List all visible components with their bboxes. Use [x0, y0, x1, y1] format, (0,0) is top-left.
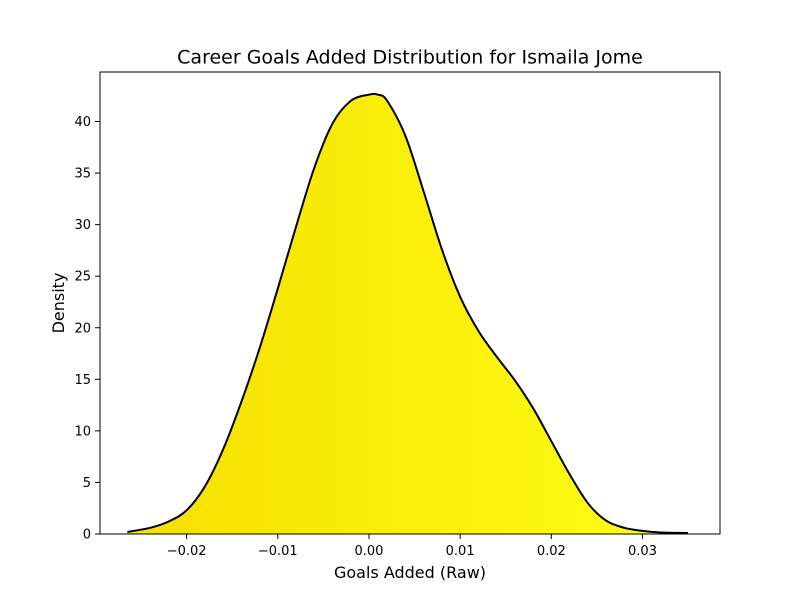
y-tick-label: 25	[74, 270, 91, 285]
y-tick-label: 20	[74, 321, 91, 336]
x-tick-label: 0.01	[446, 544, 475, 559]
x-tick-label: −0.01	[258, 544, 298, 559]
y-tick-label: 10	[74, 424, 91, 439]
y-tick-label: 35	[74, 167, 91, 182]
x-tick-label: 0.03	[628, 544, 657, 559]
y-tick-label: 40	[74, 115, 91, 130]
y-tick-label: 0	[83, 528, 91, 543]
x-axis-label: Goals Added (Raw)	[334, 563, 486, 582]
y-tick-label: 30	[74, 218, 91, 233]
density-line	[127, 92, 689, 534]
density-area	[127, 93, 689, 534]
y-tick-label: 15	[74, 373, 91, 388]
y-axis-label: Density	[49, 273, 68, 334]
y-tick-label: 5	[83, 476, 91, 491]
plot-area	[127, 92, 689, 534]
axes-frame	[99, 71, 721, 535]
x-tick-label: −0.02	[167, 544, 207, 559]
x-axis: −0.02 −0.01 0.00 0.01 0.02 0.03	[167, 534, 657, 559]
x-tick-label: 0.00	[354, 544, 383, 559]
y-axis: 0 5 10 15 20 25 30 35 40	[74, 115, 100, 543]
chart-title: Career Goals Added Distribution for Isma…	[177, 47, 643, 69]
x-tick-label: 0.02	[537, 544, 566, 559]
